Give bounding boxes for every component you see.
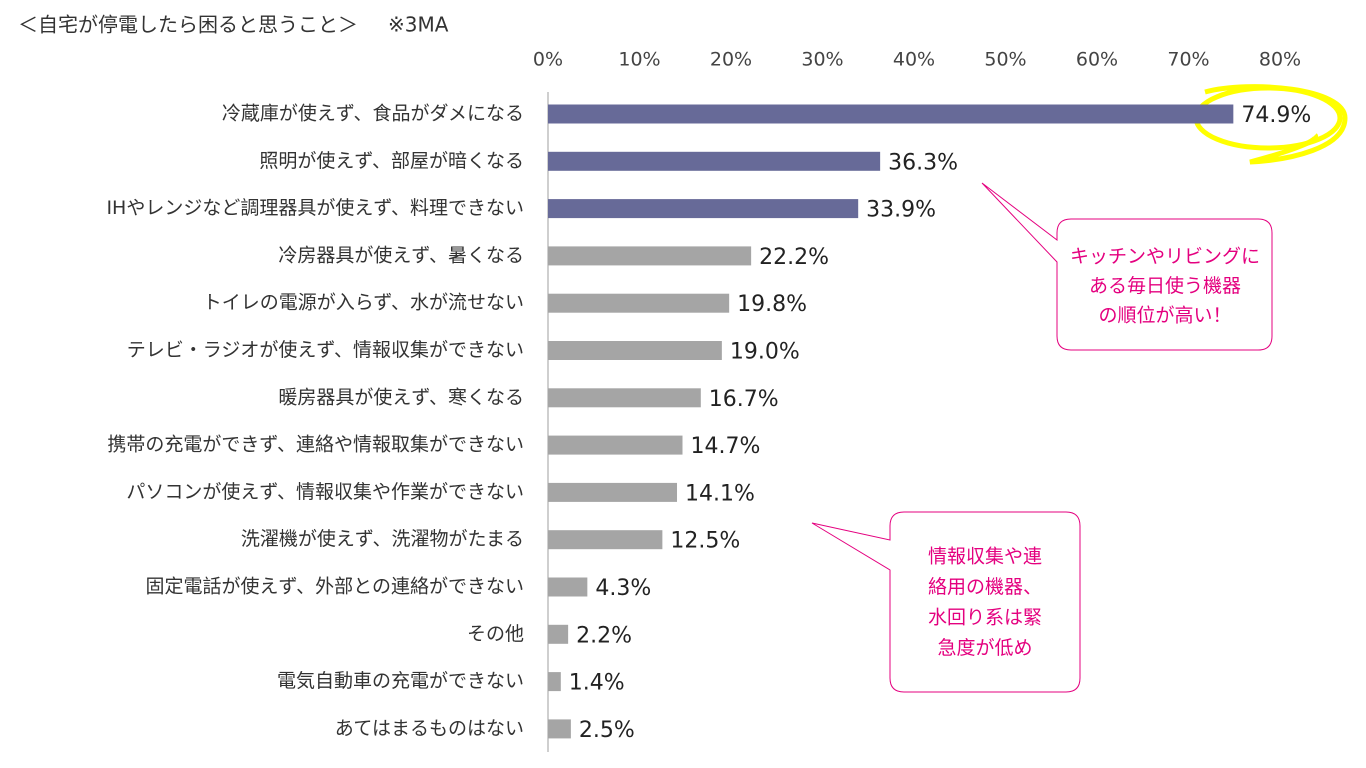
x-tick-label: 70% [1167, 49, 1209, 71]
bar [548, 199, 859, 219]
chart-title: ＜自宅が停電したら困ると思うこと＞ [18, 13, 358, 37]
category-label: 洗濯機が使えず、洗濯物がたまる [241, 528, 524, 550]
bar [548, 293, 730, 313]
bar [548, 341, 722, 360]
x-tick-label: 0% [533, 49, 563, 71]
x-tick-label: 40% [893, 49, 935, 71]
value-label: 14.7% [691, 434, 761, 459]
value-label: 74.9% [1241, 103, 1311, 128]
category-label: テレビ・ラジオが使えず、情報収集ができない [127, 339, 524, 361]
callout-text: キッチンやリビングに [1070, 246, 1260, 268]
bar [548, 577, 588, 597]
callout-box [811, 511, 1081, 693]
bar [548, 246, 752, 266]
value-label: 33.9% [866, 198, 936, 223]
x-tick-label: 20% [710, 49, 752, 71]
category-label: あてはまるものはない [335, 717, 524, 739]
bar [548, 719, 571, 739]
callout-text: 急度が低め [937, 637, 1032, 659]
category-label: 冷房器具が使えず、暑くなる [278, 244, 524, 266]
value-label: 19.0% [730, 340, 800, 365]
category-label: 携帯の充電ができず、連絡や情報取集ができない [107, 434, 524, 456]
bar [548, 482, 678, 502]
x-tick-label: 10% [618, 49, 660, 71]
callout-text: 情報収集や連 [928, 546, 1042, 568]
value-label: 19.8% [737, 292, 807, 317]
value-label: 12.5% [670, 529, 740, 554]
category-label: 固定電話が使えず、外部との連絡ができない [146, 576, 524, 598]
category-label: 冷蔵庫が使えず、食品がダメになる [222, 103, 524, 125]
value-label: 2.2% [576, 623, 632, 648]
callout-text: ある毎日使う機器 [1089, 275, 1241, 297]
category-label: IHやレンジなど調理器具が使えず、料理できない [106, 197, 524, 219]
callout-box [981, 182, 1273, 351]
category-label: パソコンが使えず、情報収集や作業ができない [126, 481, 524, 503]
bar [548, 104, 1234, 124]
x-tick-label: 30% [801, 49, 843, 71]
value-label: 22.2% [759, 245, 829, 270]
value-label: 2.5% [579, 718, 635, 743]
x-tick-label: 50% [984, 49, 1026, 71]
callout-text: 絡用の機器、 [928, 576, 1042, 598]
category-label: 照明が使えず、部屋が暗くなる [259, 150, 524, 172]
x-tick-label: 80% [1259, 49, 1301, 71]
category-label: その他 [467, 623, 524, 645]
bar [548, 435, 683, 455]
callout-text: 水回り系は緊 [928, 607, 1042, 629]
chart-subtitle: ※3MA [388, 13, 449, 37]
value-label: 36.3% [888, 150, 958, 175]
category-label: 電気自動車の充電ができない [277, 670, 524, 692]
value-label: 4.3% [595, 576, 651, 601]
bar [548, 624, 569, 644]
category-label: 暖房器具が使えず、寒くなる [278, 386, 524, 408]
bar [548, 530, 663, 550]
bar [548, 672, 561, 692]
value-label: 14.1% [685, 481, 755, 506]
value-label: 1.4% [569, 671, 625, 696]
callout-text: の順位が高い！ [1098, 305, 1231, 327]
bar [548, 388, 701, 408]
category-label: トイレの電源が入らず、水が流せない [203, 292, 524, 314]
value-label: 16.7% [709, 387, 779, 412]
x-tick-label: 60% [1076, 49, 1118, 71]
bar [548, 151, 881, 171]
